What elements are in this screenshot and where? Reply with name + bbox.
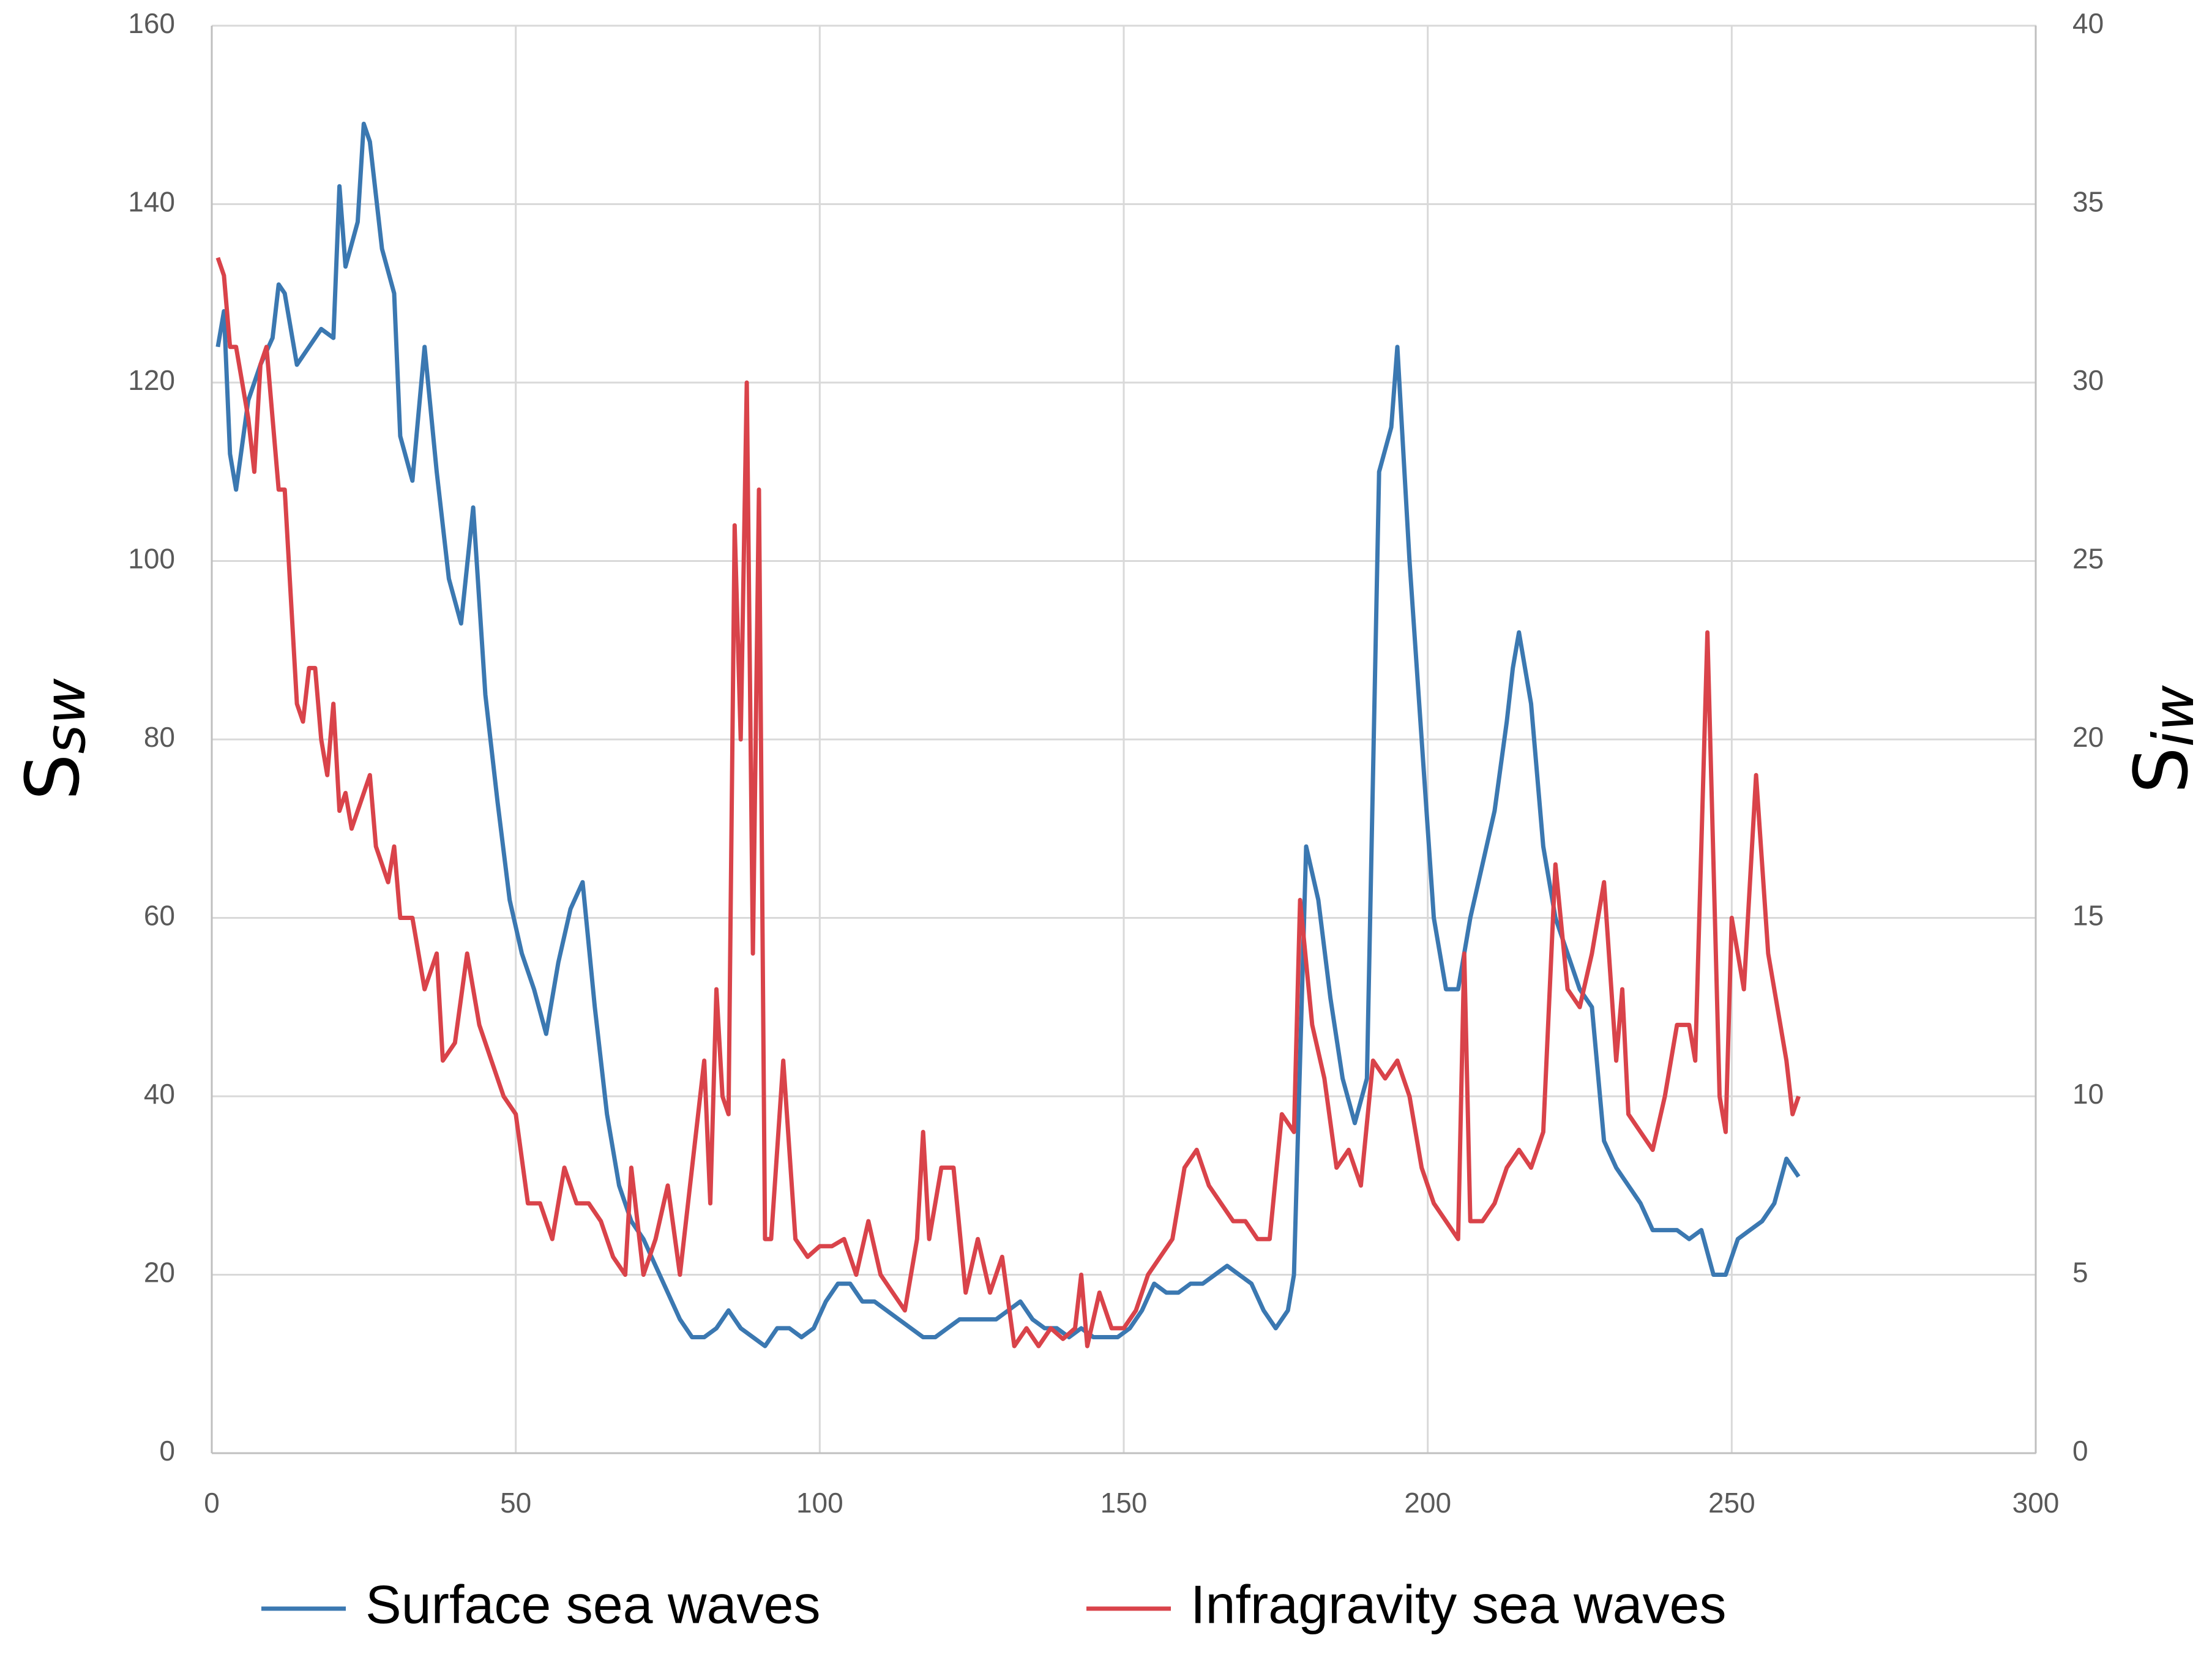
y-tick-label: 0 <box>159 1435 175 1467</box>
y2-axis-label-main: S <box>2120 747 2205 793</box>
data-line <box>215 256 1801 1348</box>
y2-axis-label-sub: iw <box>2141 685 2206 747</box>
x-tick-label: 50 <box>500 1487 531 1519</box>
y2-tick-label: 20 <box>2072 721 2104 753</box>
y2-tick-label: 30 <box>2072 364 2104 396</box>
y-tick-label: 60 <box>144 900 175 932</box>
x-tick-label: 300 <box>2012 1487 2060 1519</box>
y-axis-label: Ssw <box>11 678 99 801</box>
y-tick-label: 20 <box>144 1257 175 1289</box>
y-tick-label: 140 <box>128 186 175 218</box>
y2-tick-label: 25 <box>2072 543 2104 575</box>
y-tick-label: 80 <box>144 721 175 753</box>
y2-tick-label: 10 <box>2072 1078 2104 1110</box>
x-tick-label: 250 <box>1708 1487 1755 1519</box>
y-axis-label-sub: sw <box>32 678 98 754</box>
y-tick-label: 120 <box>128 364 175 396</box>
y-tick-label: 100 <box>128 543 175 575</box>
y2-tick-label: 40 <box>2072 7 2104 39</box>
legend-label: Surface sea waves <box>365 1574 821 1634</box>
y2-tick-label: 35 <box>2072 186 2104 218</box>
y2-tick-label: 0 <box>2072 1435 2088 1467</box>
legend-label: Infragravity sea waves <box>1190 1574 1727 1634</box>
y2-axis-label: Siw <box>2120 685 2207 794</box>
y-tick-label: 160 <box>128 7 175 39</box>
y-axis-label-main: S <box>11 754 96 801</box>
x-tick-label: 150 <box>1100 1487 1148 1519</box>
y2-tick-label: 5 <box>2072 1257 2088 1289</box>
x-tick-label: 0 <box>204 1487 220 1519</box>
y2-tick-label: 15 <box>2072 900 2104 932</box>
x-tick-label: 200 <box>1404 1487 1451 1519</box>
x-tick-label: 100 <box>796 1487 843 1519</box>
y-tick-label: 40 <box>144 1078 175 1110</box>
data-line <box>215 121 1801 1348</box>
